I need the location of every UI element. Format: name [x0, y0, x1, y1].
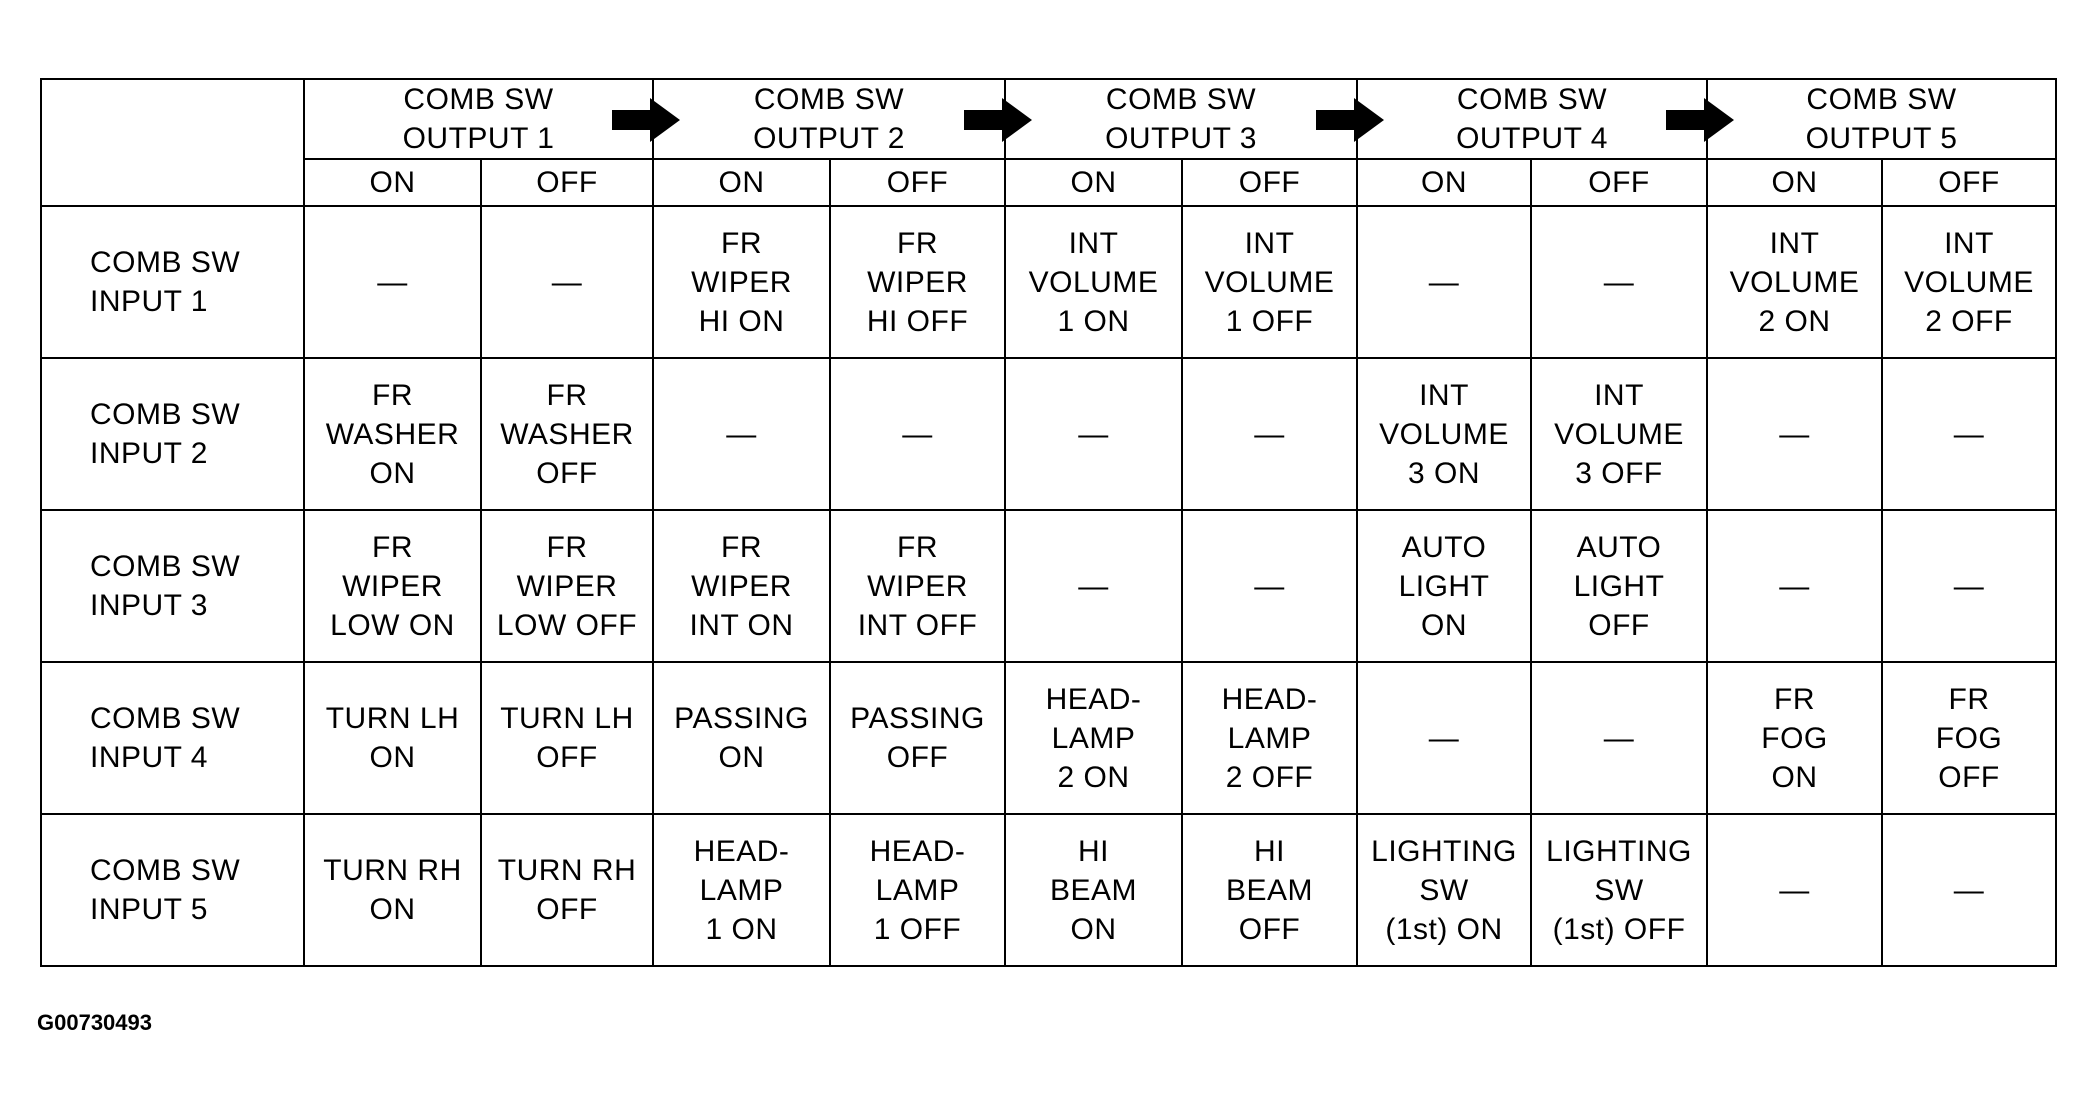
output-header: COMB SW OUTPUT 5: [1706, 78, 2057, 160]
function-cell: —: [480, 205, 654, 359]
switch-matrix-table: COMB SW OUTPUT 1 COMB SW OUTPUT 2 COMB SW …: [40, 78, 2057, 967]
table-row: COMB SW INPUT 3 FR WIPER LOW ON FR WIPER L…: [40, 509, 2057, 663]
right-arrow-icon: [1316, 98, 1384, 142]
state-off-header: OFF: [1181, 158, 1358, 207]
function-cell: FR WASHER OFF: [480, 357, 654, 511]
function-cell: —: [1530, 205, 1708, 359]
figure-id: G00730493: [37, 1010, 152, 1035]
right-arrow-icon: [964, 98, 1032, 142]
function-cell: HEAD- LAMP 1 OFF: [829, 813, 1006, 967]
function-cell: PASSING ON: [652, 661, 831, 815]
function-cell: FR WIPER HI ON: [652, 205, 831, 359]
function-cell: HI BEAM OFF: [1181, 813, 1358, 967]
function-cell: FR WIPER INT OFF: [829, 509, 1006, 663]
function-cell: FR WIPER LOW ON: [303, 509, 482, 663]
function-cell: AUTO LIGHT OFF: [1530, 509, 1708, 663]
function-cell: —: [1881, 813, 2057, 967]
function-cell: —: [1004, 509, 1183, 663]
table-row: COMB SW INPUT 4 TURN LH ON TURN LH OFF PASS…: [40, 661, 2057, 815]
function-cell: INT VOLUME 1 OFF: [1181, 205, 1358, 359]
table-row: COMB SW INPUT 1— — FR WIPER HI ON FR WIPER …: [40, 205, 2057, 359]
function-cell: TURN RH ON: [303, 813, 482, 967]
output-header: COMB SW OUTPUT 2: [652, 78, 1006, 160]
function-cell: INT VOLUME 3 OFF: [1530, 357, 1708, 511]
state-on-header: ON: [1356, 158, 1532, 207]
input-label: COMB SW INPUT 3: [40, 509, 305, 663]
function-cell: LIGHTING SW (1st) OFF: [1530, 813, 1708, 967]
function-cell: INT VOLUME 2 ON: [1706, 205, 1883, 359]
function-cell: TURN RH OFF: [480, 813, 654, 967]
function-cell: INT VOLUME 1 ON: [1004, 205, 1183, 359]
corner-cell: [40, 78, 305, 207]
function-cell: —: [829, 357, 1006, 511]
header-row-outputs: COMB SW OUTPUT 1 COMB SW OUTPUT 2 COMB SW …: [40, 78, 2057, 207]
function-cell: PASSING OFF: [829, 661, 1006, 815]
state-on-header: ON: [303, 158, 482, 207]
function-cell: INT VOLUME 3 ON: [1356, 357, 1532, 511]
state-on-header: ON: [1706, 158, 1883, 207]
function-cell: HEAD- LAMP 1 ON: [652, 813, 831, 967]
function-cell: FR FOG OFF: [1881, 661, 2057, 815]
function-cell: —: [1881, 509, 2057, 663]
output-header: COMB SW OUTPUT 4: [1356, 78, 1708, 160]
header-row-states: ON OFF ON OFF ON OFF ON OFF ON OFF: [41, 158, 2057, 207]
right-arrow-icon: [1666, 98, 1734, 142]
state-off-header: OFF: [480, 158, 654, 207]
function-cell: —: [1706, 813, 1883, 967]
table-row: COMB SW INPUT 5 TURN RH ON TURN RH OFF HEAD…: [40, 813, 2057, 967]
function-cell: AUTO LIGHT ON: [1356, 509, 1532, 663]
function-cell: —: [652, 357, 831, 511]
function-cell: TURN LH OFF: [480, 661, 654, 815]
function-cell: —: [1356, 661, 1532, 815]
function-cell: —: [1356, 205, 1532, 359]
function-cell: FR FOG ON: [1706, 661, 1883, 815]
function-cell: —: [1004, 357, 1183, 511]
output-header: COMB SW OUTPUT 1: [303, 78, 654, 160]
function-cell: TURN LH ON: [303, 661, 482, 815]
function-cell: —: [1706, 357, 1883, 511]
state-off-header: OFF: [1530, 158, 1708, 207]
function-cell: HI BEAM ON: [1004, 813, 1183, 967]
function-cell: FR WIPER INT ON: [652, 509, 831, 663]
input-label: COMB SW INPUT 1: [40, 205, 305, 359]
function-cell: —: [1181, 357, 1358, 511]
function-cell: FR WIPER HI OFF: [829, 205, 1006, 359]
right-arrow-icon: [612, 98, 680, 142]
input-label: COMB SW INPUT 5: [40, 813, 305, 967]
function-cell: LIGHTING SW (1st) ON: [1356, 813, 1532, 967]
function-cell: HEAD- LAMP 2 OFF: [1181, 661, 1358, 815]
input-label: COMB SW INPUT 2: [40, 357, 305, 511]
function-cell: HEAD- LAMP 2 ON: [1004, 661, 1183, 815]
output-header: COMB SW OUTPUT 3: [1004, 78, 1358, 160]
function-cell: —: [1881, 357, 2057, 511]
state-off-header: OFF: [1881, 158, 2057, 207]
function-cell: FR WASHER ON: [303, 357, 482, 511]
table-row: COMB SW INPUT 2 FR WASHER ON FR WASHER OFF…: [40, 357, 2057, 511]
function-cell: —: [1530, 661, 1708, 815]
state-on-header: ON: [652, 158, 831, 207]
input-label: COMB SW INPUT 4: [40, 661, 305, 815]
function-cell: —: [1181, 509, 1358, 663]
state-off-header: OFF: [829, 158, 1006, 207]
function-cell: FR WIPER LOW OFF: [480, 509, 654, 663]
function-cell: —: [1706, 509, 1883, 663]
state-on-header: ON: [1004, 158, 1183, 207]
function-cell: —: [303, 205, 482, 359]
function-cell: INT VOLUME 2 OFF: [1881, 205, 2057, 359]
